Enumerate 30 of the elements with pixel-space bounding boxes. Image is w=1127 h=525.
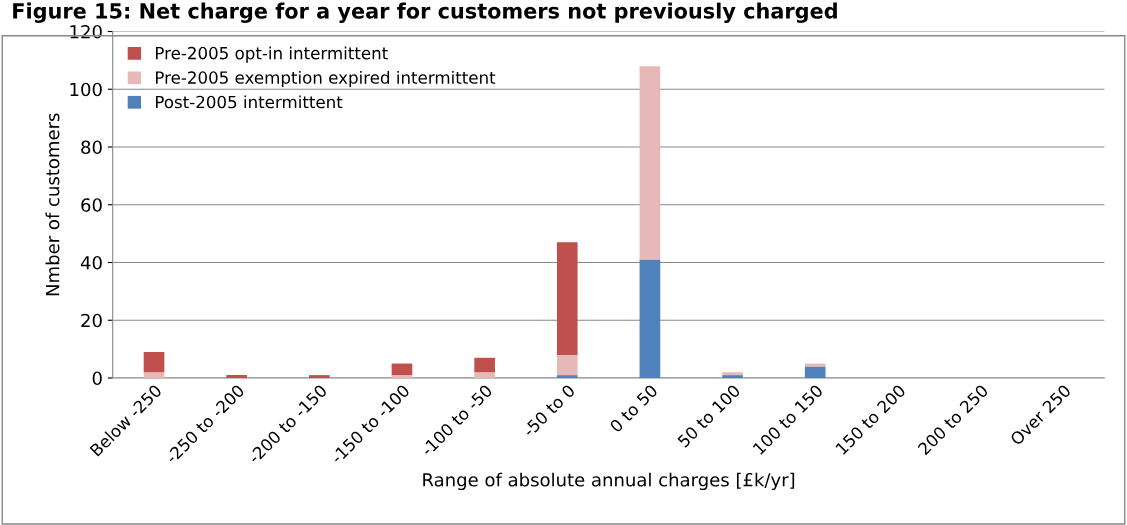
x-tick-label: 100 to 150: [752, 383, 824, 455]
y-tick-label: 0: [92, 371, 102, 386]
y-tick-label: 20: [81, 313, 102, 328]
y-tick-label: 100: [70, 82, 102, 97]
legend-label: Pre-2005 opt-in intermittent: [156, 46, 388, 63]
bar: [474, 372, 495, 378]
bar: [639, 259, 661, 378]
bar: [474, 357, 495, 373]
y-axis-title: Nmber of customers: [45, 113, 60, 296]
bar: [556, 354, 578, 376]
bar: [391, 375, 413, 378]
x-tick-label: 0 to 50: [609, 383, 659, 434]
bar: [226, 375, 247, 378]
y-tick-label: 60: [81, 198, 102, 212]
x-tick-label: 50 to 100: [676, 383, 741, 448]
bar: [556, 242, 578, 355]
bar: [556, 375, 578, 378]
bar: [308, 375, 330, 378]
legend-label: Post-2005 intermittent: [156, 95, 343, 109]
chart-title: Figure 15: Net charge for a year for customers not previously charged: [13, 2, 837, 23]
bar: [391, 363, 413, 376]
y-tick-label: 80: [81, 140, 102, 155]
x-tick-label: -50 to 0: [521, 383, 576, 438]
x-axis-title: Range of absolute annual charges [£k/yr]: [423, 472, 795, 491]
bar: [143, 352, 165, 373]
y-tick-label: 40: [80, 255, 102, 270]
bar: [143, 372, 165, 378]
legend-label: Pre-2005 exemption expired intermittent: [156, 70, 496, 88]
bar: [639, 66, 661, 260]
bar: [804, 366, 826, 378]
